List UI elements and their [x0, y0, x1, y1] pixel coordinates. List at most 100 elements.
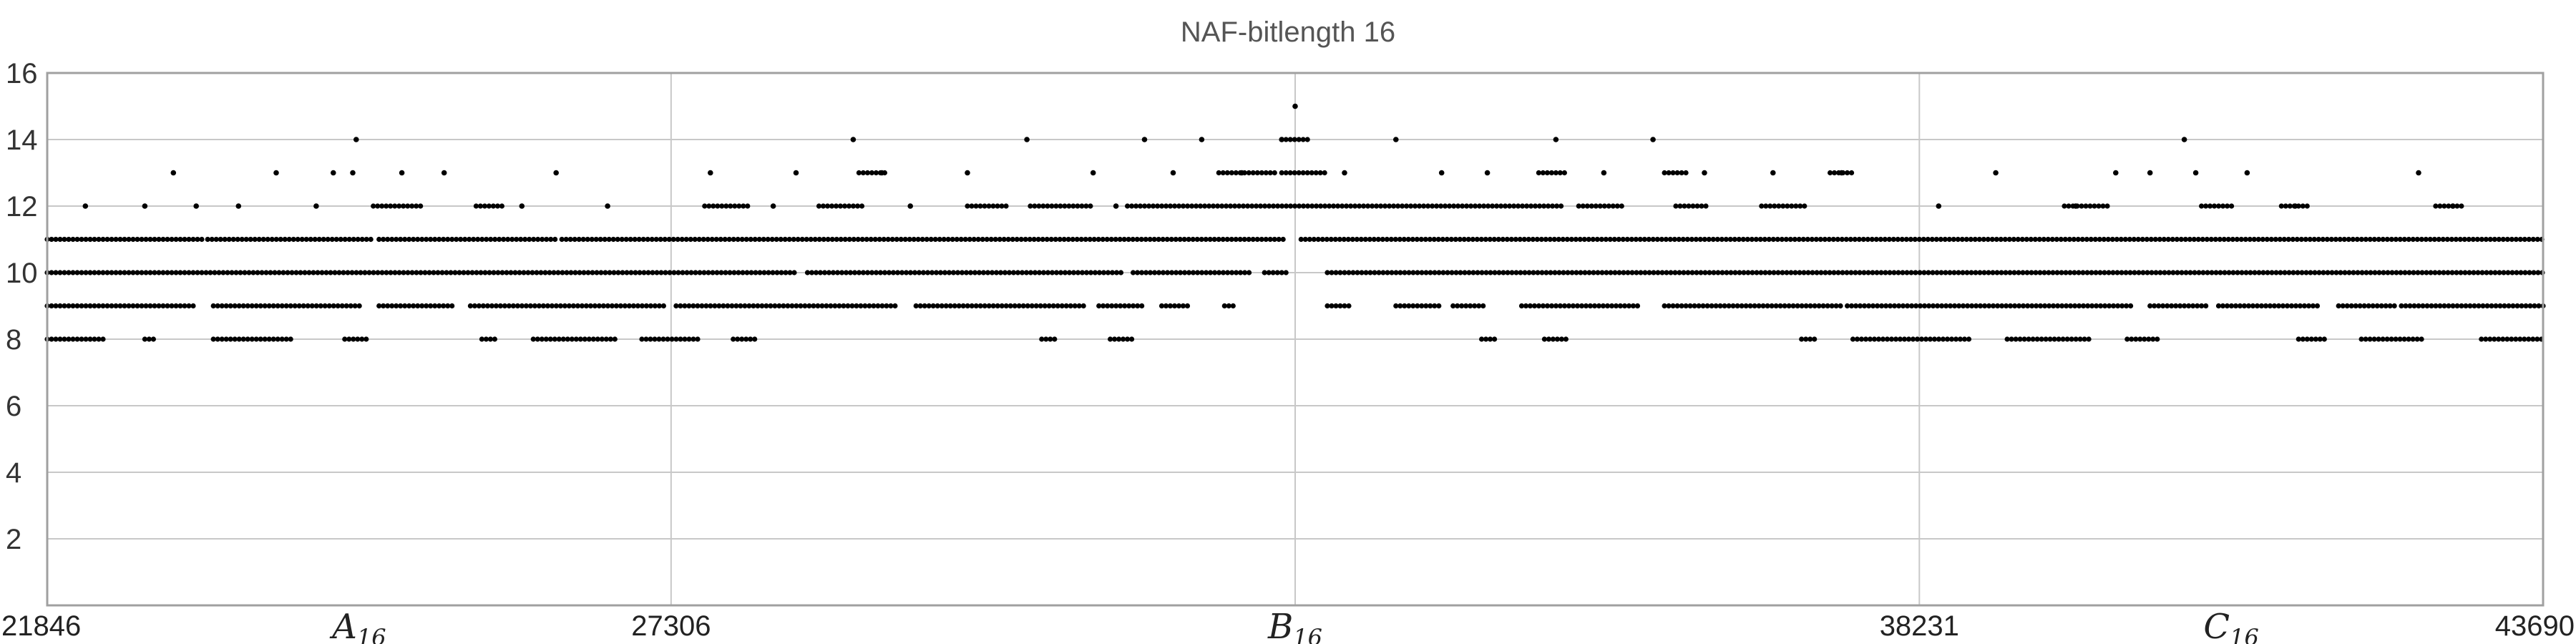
data-point	[2506, 303, 2512, 309]
data-point	[1807, 336, 1813, 342]
data-point	[2161, 236, 2167, 243]
data-point	[1546, 336, 1551, 342]
data-point	[842, 236, 848, 243]
data-point	[1544, 303, 1551, 309]
data-point	[1263, 170, 1269, 176]
data-point	[585, 270, 591, 275]
data-point	[482, 203, 488, 209]
data-point	[1790, 303, 1796, 309]
data-point	[2111, 303, 2117, 309]
data-point	[493, 303, 499, 309]
data-point	[388, 203, 394, 209]
data-point	[428, 236, 434, 243]
data-point	[941, 236, 947, 243]
data-point	[1443, 203, 1448, 209]
data-point	[441, 236, 447, 243]
data-point	[405, 270, 411, 275]
data-point	[190, 303, 196, 309]
data-point	[1550, 203, 1556, 209]
data-point	[2500, 236, 2506, 243]
data-point	[255, 270, 260, 275]
data-point	[2038, 303, 2044, 309]
data-point	[535, 236, 541, 243]
data-point	[1861, 270, 1867, 275]
data-point	[1908, 236, 1913, 243]
data-point	[1780, 203, 1786, 209]
data-point	[1637, 236, 1643, 243]
data-point	[2493, 303, 2499, 309]
data-point	[2484, 270, 2489, 275]
data-point	[335, 303, 341, 309]
data-point	[2114, 236, 2119, 243]
data-point	[1241, 236, 1247, 243]
data-point	[1438, 203, 1444, 209]
data-point	[2255, 236, 2261, 243]
data-point	[525, 270, 531, 275]
data-point	[401, 270, 406, 275]
data-point	[2440, 236, 2446, 243]
data-point	[1167, 303, 1174, 309]
data-point	[1219, 203, 1225, 209]
data-point	[2016, 303, 2022, 309]
data-point	[751, 303, 756, 309]
data-point	[847, 236, 852, 243]
data-point	[1858, 336, 1865, 342]
data-point	[177, 303, 183, 309]
data-point	[1008, 303, 1013, 309]
data-point	[445, 303, 451, 309]
data-point	[1775, 236, 1780, 243]
data-point	[1135, 270, 1141, 275]
data-point	[2306, 303, 2312, 309]
data-point	[270, 303, 276, 309]
data-point	[1254, 236, 1260, 243]
data-point	[474, 270, 479, 275]
data-point	[502, 303, 508, 309]
data-point	[1926, 270, 1931, 275]
data-point	[1427, 236, 1433, 243]
data-point	[57, 336, 63, 342]
data-point	[1274, 270, 1280, 275]
data-point	[2008, 303, 2014, 309]
data-point	[2213, 270, 2219, 275]
data-point	[1574, 303, 1581, 309]
data-point	[1440, 270, 1446, 275]
data-point	[2354, 236, 2360, 243]
data-point	[379, 270, 385, 275]
data-point	[821, 270, 828, 275]
data-point	[1538, 236, 1544, 243]
data-point	[62, 303, 67, 309]
data-point	[228, 303, 233, 309]
data-point	[1182, 270, 1188, 275]
data-point	[726, 236, 732, 243]
data-point	[53, 270, 59, 275]
data-point	[449, 236, 455, 243]
data-point	[1999, 270, 2004, 275]
data-point	[829, 203, 835, 209]
data-point	[2212, 236, 2218, 243]
data-point	[1457, 236, 1463, 243]
data-point	[1507, 203, 1513, 209]
data-point	[1711, 270, 1717, 275]
data-point	[462, 236, 468, 243]
data-point	[652, 336, 658, 342]
data-point	[2379, 303, 2384, 309]
data-point	[2133, 336, 2139, 342]
data-point	[812, 236, 818, 243]
data-point	[1850, 336, 1856, 342]
data-point	[1800, 236, 1806, 243]
data-point	[1890, 236, 1896, 243]
data-point	[1803, 336, 1809, 342]
data-point	[1184, 303, 1191, 309]
data-point	[376, 303, 382, 309]
data-point	[2124, 303, 2129, 309]
data-point	[2304, 336, 2310, 342]
data-point	[1543, 236, 1548, 243]
data-point	[2530, 336, 2536, 342]
data-point	[2212, 203, 2218, 209]
data-point	[965, 303, 970, 309]
data-point	[1935, 303, 1941, 309]
data-point	[568, 270, 574, 275]
data-point	[249, 336, 255, 342]
data-point	[1464, 203, 1470, 209]
data-point	[2311, 236, 2317, 243]
